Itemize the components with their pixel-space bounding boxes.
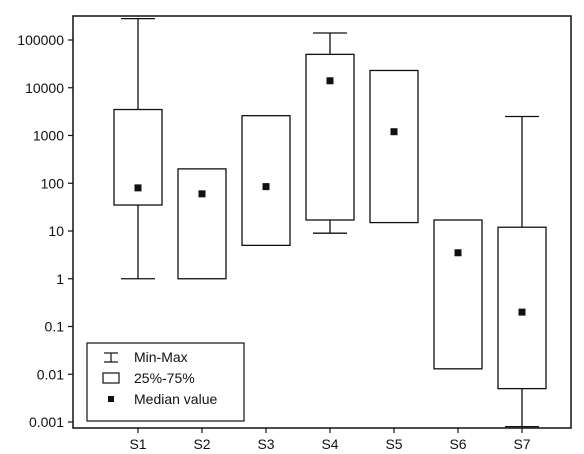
legend-label-min-max: Min-Max [134, 349, 188, 365]
iqr-box [241, 115, 291, 247]
box-s7 [497, 115, 547, 428]
y-tick-label: 100000 [17, 32, 64, 48]
x-tick-label: S7 [513, 436, 530, 452]
median-marker [390, 128, 398, 136]
iqr-box [433, 219, 483, 370]
y-tick-label: 0.001 [29, 414, 64, 430]
iqr-box [497, 226, 547, 390]
iqr-box [177, 168, 227, 280]
y-tick-label: 1 [56, 271, 64, 287]
median-marker [326, 77, 334, 85]
x-axis: S1 S2 S3 S4 S5 S6 S7 [129, 428, 531, 452]
legend-box-icon [102, 372, 120, 384]
median-marker [518, 308, 526, 316]
box-s3 [241, 115, 291, 247]
y-axis: 100000 10000 1000 100 10 1 0.1 0.01 0.001 [17, 32, 73, 430]
legend-whisker-icon [104, 352, 118, 363]
x-tick-label: S6 [449, 436, 466, 452]
y-tick-label: 1000 [33, 128, 64, 144]
legend-label-median: Median value [134, 391, 217, 407]
y-tick-label: 10000 [25, 80, 64, 96]
iqr-box [369, 69, 419, 224]
y-tick-label: 0.01 [37, 366, 64, 382]
x-tick-label: S5 [385, 436, 402, 452]
y-tick-label: 10 [48, 223, 64, 239]
legend-median-icon [108, 396, 114, 402]
boxes-layer [113, 17, 547, 428]
median-marker [262, 183, 270, 191]
x-tick-label: S3 [257, 436, 274, 452]
median-marker [198, 190, 206, 198]
box-s6 [433, 219, 483, 370]
median-marker [134, 184, 142, 192]
y-tick-label: 100 [41, 175, 65, 191]
box-s1 [113, 17, 163, 280]
box-s2 [177, 168, 227, 280]
y-tick-label: 0.1 [45, 319, 65, 335]
box-s4 [305, 32, 355, 234]
legend-label-quartiles: 25%-75% [134, 370, 195, 386]
box-s5 [369, 69, 419, 224]
legend: Min-Max 25%-75% Median value [86, 342, 245, 422]
x-tick-label: S4 [321, 436, 338, 452]
median-marker [454, 249, 462, 257]
x-tick-label: S2 [193, 436, 210, 452]
x-tick-label: S1 [129, 436, 146, 452]
plot-frame [72, 15, 572, 429]
